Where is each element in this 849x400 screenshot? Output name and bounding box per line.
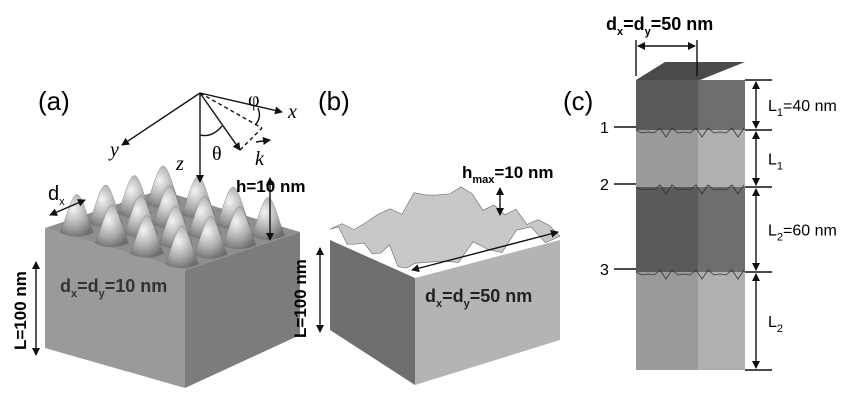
thickness-label: L=100 nm xyxy=(291,259,310,338)
text: d xyxy=(425,286,436,306)
layer-label: L1 xyxy=(768,152,783,173)
axis-label: φ xyxy=(248,89,260,111)
figure: (a) x y z φ θ k dx h=10 nm L=100 nm dx=d… xyxy=(0,0,849,400)
layer-right xyxy=(698,187,745,272)
text: =40 nm xyxy=(783,98,837,115)
period-label: dx=dy=50 nm xyxy=(606,14,713,38)
axis-label: θ xyxy=(212,143,222,165)
layer-right xyxy=(698,272,745,370)
height-label: hmax=10 nm xyxy=(462,163,553,186)
text: d xyxy=(60,276,71,296)
text: d xyxy=(48,183,59,205)
column-top xyxy=(636,62,745,80)
layer-left xyxy=(636,130,698,187)
layer-right xyxy=(698,130,745,187)
dx-label: dx xyxy=(48,183,65,208)
text: =d xyxy=(442,286,464,306)
layer-left xyxy=(636,187,698,272)
interface-label: 1 xyxy=(600,120,609,137)
y-axis xyxy=(122,93,200,145)
panel-label: (c) xyxy=(563,86,593,116)
text: L xyxy=(768,152,777,169)
text: L xyxy=(768,223,777,240)
interface-label: 2 xyxy=(600,177,609,194)
panel-b: (b) hmax=10 nm L=100 nm dx=dy=50 nm xyxy=(291,86,560,385)
bump xyxy=(251,198,285,240)
x-axis xyxy=(200,93,282,112)
text: L xyxy=(768,314,777,331)
text: 1 xyxy=(777,161,783,173)
text: =10 nm xyxy=(494,163,553,182)
vector-arrow xyxy=(256,140,270,142)
height-label: h=10 nm xyxy=(236,177,305,196)
thickness-label: L=100 nm xyxy=(11,271,30,350)
interface-label: 3 xyxy=(600,262,609,279)
axis-label: k xyxy=(255,148,265,170)
text: d xyxy=(606,14,617,34)
text: h xyxy=(462,163,472,182)
panel-label: (a) xyxy=(38,86,70,116)
text: 2 xyxy=(777,323,783,335)
page: (a) x y z φ θ k dx h=10 nm L=100 nm dx=d… xyxy=(0,0,849,400)
text: x xyxy=(59,196,65,208)
panel-a: (a) x y z φ θ k dx h=10 nm L=100 nm dx=d… xyxy=(11,86,305,388)
layer-left xyxy=(636,272,698,370)
text: L xyxy=(768,98,777,115)
text: =d xyxy=(77,276,99,296)
layer-label: L1=40 nm xyxy=(768,98,837,119)
panel-label: (b) xyxy=(318,86,350,116)
text: =10 nm xyxy=(105,276,168,296)
axis-label: x xyxy=(287,101,297,123)
axis-label: z xyxy=(175,153,184,175)
text: =50 nm xyxy=(651,14,714,34)
text: =50 nm xyxy=(470,286,533,306)
theta-arc xyxy=(200,126,222,136)
projection xyxy=(240,128,262,150)
text: =d xyxy=(623,14,645,34)
layer-label: L2 xyxy=(768,314,783,335)
text: =60 nm xyxy=(783,223,837,240)
layer-left xyxy=(636,80,698,130)
layer-right xyxy=(698,80,745,130)
text: max xyxy=(472,174,495,186)
axis-label: y xyxy=(108,139,119,161)
layer-label: L2=60 nm xyxy=(768,223,837,244)
